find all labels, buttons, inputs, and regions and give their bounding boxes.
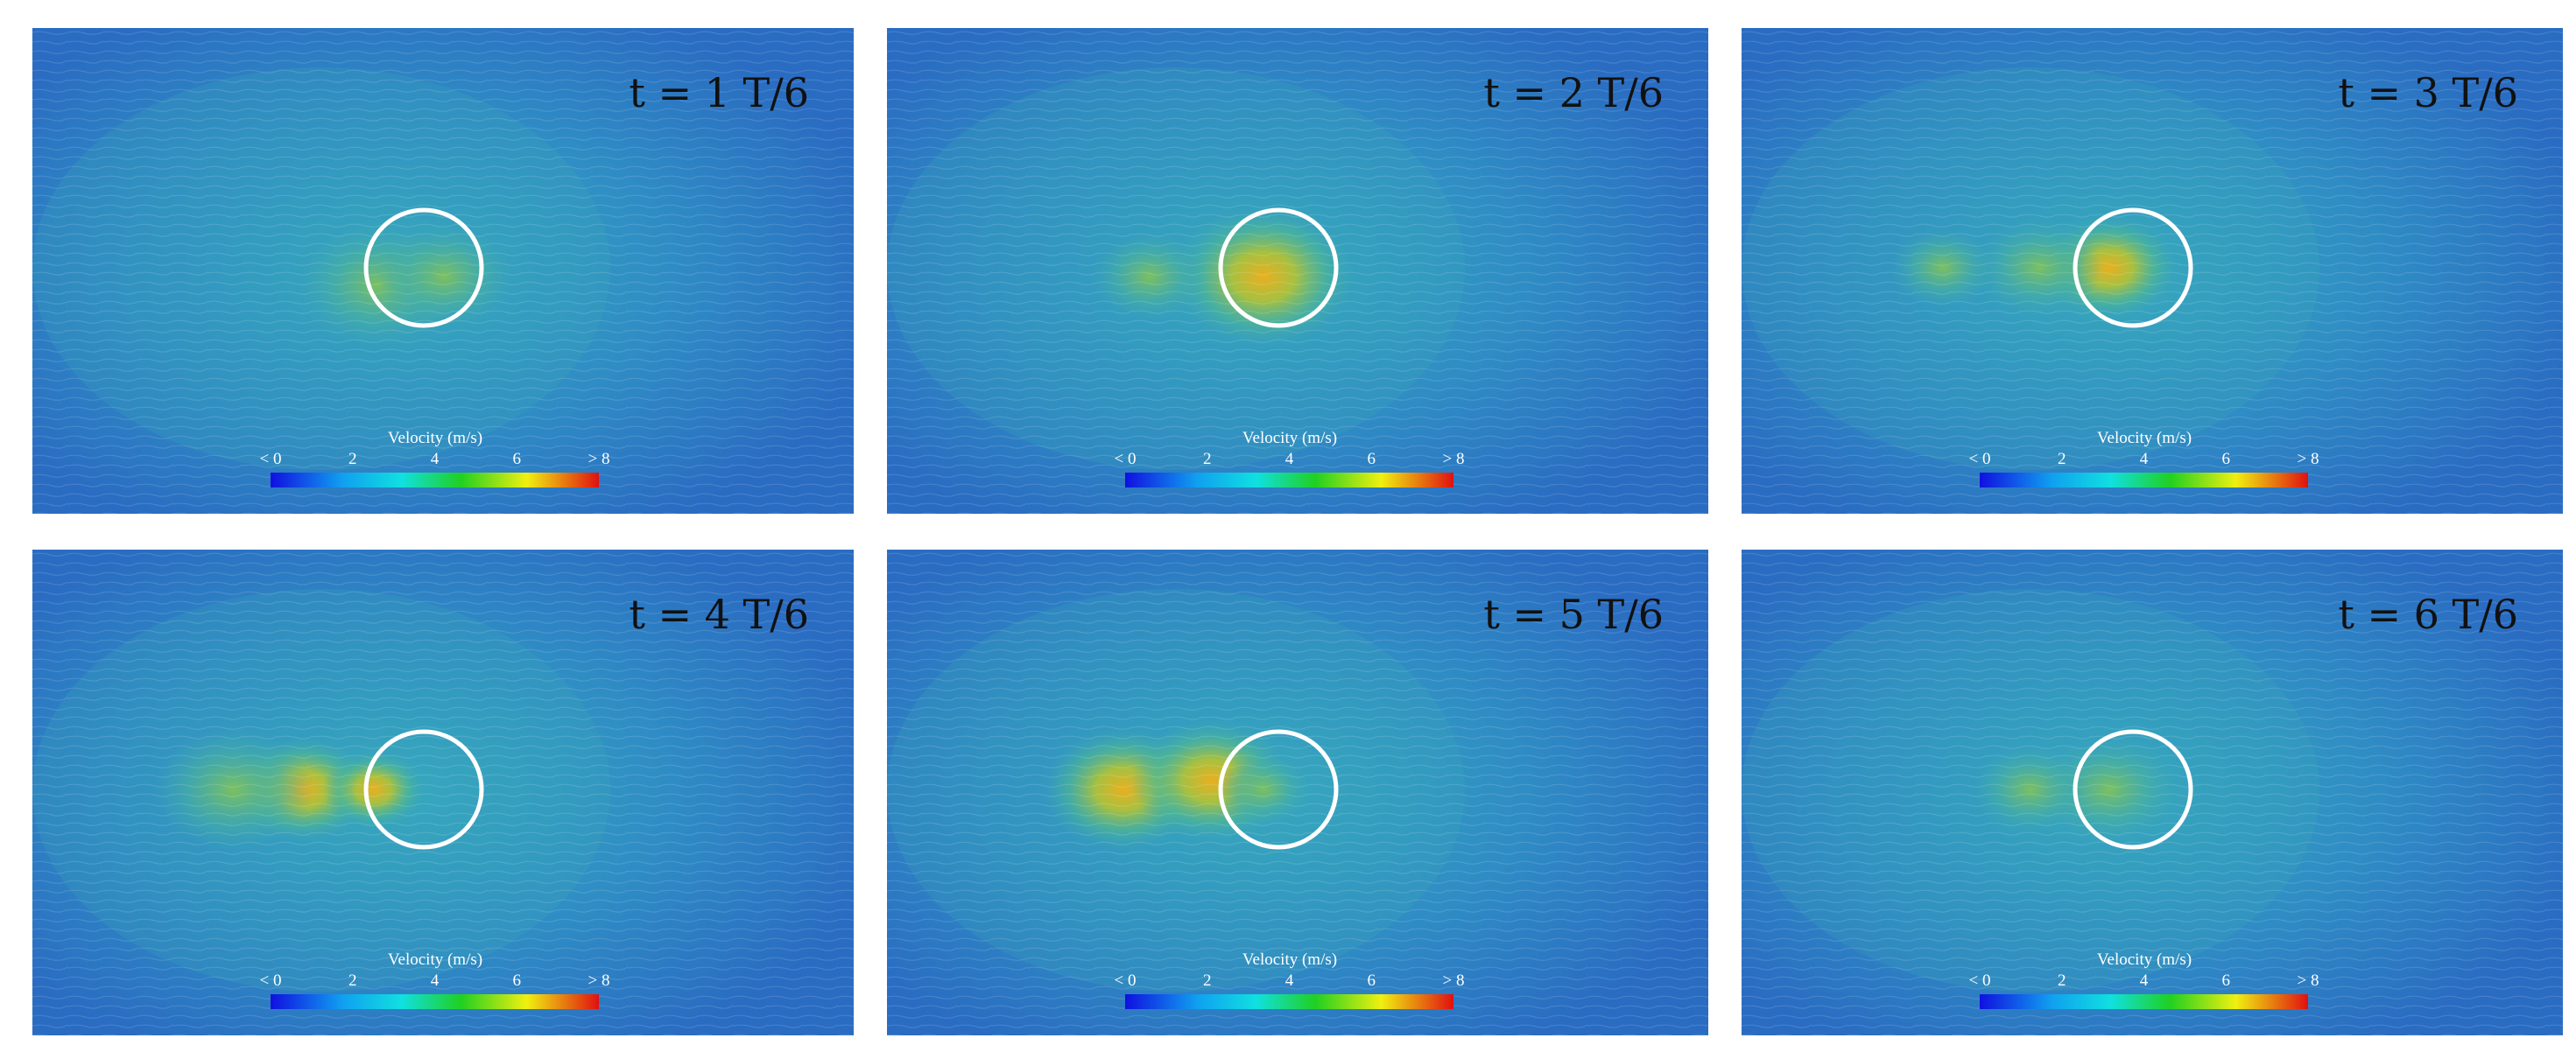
colorbar-tick-label: > 8	[588, 971, 610, 990]
body-outline	[2073, 729, 2193, 850]
colorbar-title: Velocity (m/s)	[2097, 429, 2192, 447]
colorbar-tick-label: 2	[348, 971, 357, 990]
body-outline	[1218, 729, 1339, 850]
colorbar-tick-label: 4	[2140, 450, 2149, 468]
colorbar-tick-label: 4	[1285, 971, 1294, 990]
colorbar-title: Velocity (m/s)	[1242, 950, 1337, 969]
colorbar-tick-label: 4	[1285, 450, 1294, 468]
colorbar-tick-label: 2	[1203, 450, 1212, 468]
colorbar-title: Velocity (m/s)	[388, 950, 482, 969]
colorbar-tick-label: 6	[513, 971, 522, 990]
time-label: t = 4 T/6	[629, 591, 809, 638]
colorbar-tick-label: 2	[1203, 971, 1212, 990]
streak-texture	[1742, 28, 2563, 514]
colorbar-tick-label: < 0	[1969, 971, 1991, 990]
streak-texture	[1742, 550, 2563, 1035]
colorbar-tick-label: > 8	[2298, 971, 2319, 990]
colorbar-tick-label: < 0	[1115, 450, 1137, 468]
colorbar-tick-label: 4	[431, 450, 440, 468]
flow-panel: t = 6 T/6 Velocity (m/s) < 0 2 4 6 > 8	[1742, 550, 2563, 1035]
colorbar-tick-label: < 0	[1969, 450, 1991, 468]
flow-panel: t = 5 T/6 Velocity (m/s) < 0 2 4 6 > 8	[887, 550, 1708, 1035]
colorbar-tick-label: 2	[2058, 971, 2066, 990]
colorbar	[1980, 473, 2308, 487]
colorbar-tick-label: 6	[1368, 971, 1376, 990]
colorbar	[1125, 473, 1453, 487]
colorbar-tick-label: > 8	[2298, 450, 2319, 468]
colorbar-tick-label: < 0	[1115, 971, 1137, 990]
streak-texture	[32, 28, 854, 514]
time-label: t = 5 T/6	[1483, 591, 1664, 638]
colorbar-tick-label: < 0	[260, 971, 282, 990]
body-outline	[2073, 207, 2193, 328]
colorbar-tick-label: 4	[2140, 971, 2149, 990]
colorbar-title: Velocity (m/s)	[388, 429, 482, 447]
body-outline	[363, 207, 484, 328]
colorbar-tick-label: > 8	[1443, 971, 1465, 990]
streak-texture	[887, 28, 1708, 514]
body-outline	[1218, 207, 1339, 328]
streak-texture	[887, 550, 1708, 1035]
colorbar	[1125, 994, 1453, 1009]
colorbar-tick-label: 2	[2058, 450, 2066, 468]
colorbar-tick-label: 6	[513, 450, 522, 468]
colorbar-tick-label: 2	[348, 450, 357, 468]
colorbar-title: Velocity (m/s)	[1242, 429, 1337, 447]
body-outline	[363, 729, 484, 850]
colorbar	[271, 994, 599, 1009]
time-label: t = 6 T/6	[2338, 591, 2518, 638]
colorbar-title: Velocity (m/s)	[2097, 950, 2192, 969]
colorbar-tick-label: 6	[1368, 450, 1376, 468]
colorbar-tick-label: > 8	[588, 450, 610, 468]
time-label: t = 3 T/6	[2338, 69, 2518, 116]
colorbar	[271, 473, 599, 487]
colorbar-tick-label: > 8	[1443, 450, 1465, 468]
flow-panel: t = 2 T/6 Velocity (m/s) < 0 2 4 6 > 8	[887, 28, 1708, 514]
flow-panel: t = 3 T/6 Velocity (m/s) < 0 2 4 6 > 8	[1742, 28, 2563, 514]
streak-texture	[32, 550, 854, 1035]
colorbar-tick-label: 6	[2222, 450, 2231, 468]
colorbar-tick-label: 4	[431, 971, 440, 990]
flow-panel: t = 1 T/6 Velocity (m/s) < 0 2 4 6 > 8	[32, 28, 854, 514]
colorbar-tick-label: 6	[2222, 971, 2231, 990]
colorbar-tick-label: < 0	[260, 450, 282, 468]
flow-panel: t = 4 T/6 Velocity (m/s) < 0 2 4 6 > 8	[32, 550, 854, 1035]
colorbar	[1980, 994, 2308, 1009]
time-label: t = 1 T/6	[629, 69, 809, 116]
time-label: t = 2 T/6	[1483, 69, 1664, 116]
